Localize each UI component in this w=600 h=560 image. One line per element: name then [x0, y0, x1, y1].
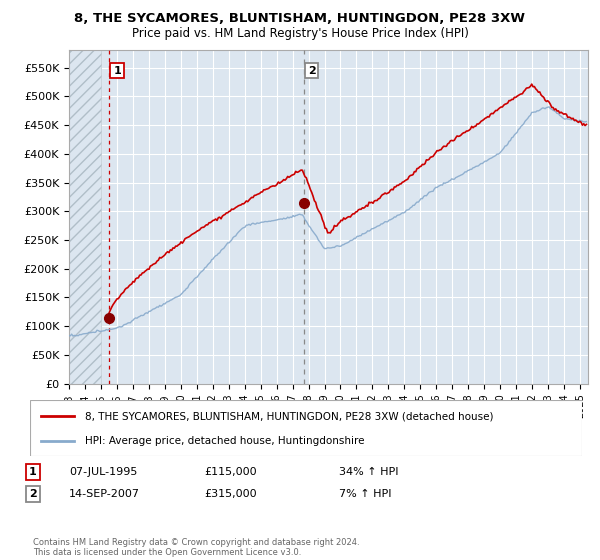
- Text: 7% ↑ HPI: 7% ↑ HPI: [339, 489, 391, 499]
- FancyBboxPatch shape: [30, 400, 582, 456]
- Text: 34% ↑ HPI: 34% ↑ HPI: [339, 467, 398, 477]
- Text: HPI: Average price, detached house, Huntingdonshire: HPI: Average price, detached house, Hunt…: [85, 436, 365, 446]
- Text: 1: 1: [113, 66, 121, 76]
- Text: £315,000: £315,000: [204, 489, 257, 499]
- Text: 2: 2: [29, 489, 37, 499]
- Text: 8, THE SYCAMORES, BLUNTISHAM, HUNTINGDON, PE28 3XW (detached house): 8, THE SYCAMORES, BLUNTISHAM, HUNTINGDON…: [85, 411, 494, 421]
- Text: 8, THE SYCAMORES, BLUNTISHAM, HUNTINGDON, PE28 3XW: 8, THE SYCAMORES, BLUNTISHAM, HUNTINGDON…: [74, 12, 526, 25]
- Polygon shape: [69, 50, 101, 384]
- Text: 1: 1: [29, 467, 37, 477]
- Text: Price paid vs. HM Land Registry's House Price Index (HPI): Price paid vs. HM Land Registry's House …: [131, 27, 469, 40]
- Text: Contains HM Land Registry data © Crown copyright and database right 2024.
This d: Contains HM Land Registry data © Crown c…: [33, 538, 359, 557]
- Text: 14-SEP-2007: 14-SEP-2007: [69, 489, 140, 499]
- Text: £115,000: £115,000: [204, 467, 257, 477]
- Text: 2: 2: [308, 66, 316, 76]
- Text: 07-JUL-1995: 07-JUL-1995: [69, 467, 137, 477]
